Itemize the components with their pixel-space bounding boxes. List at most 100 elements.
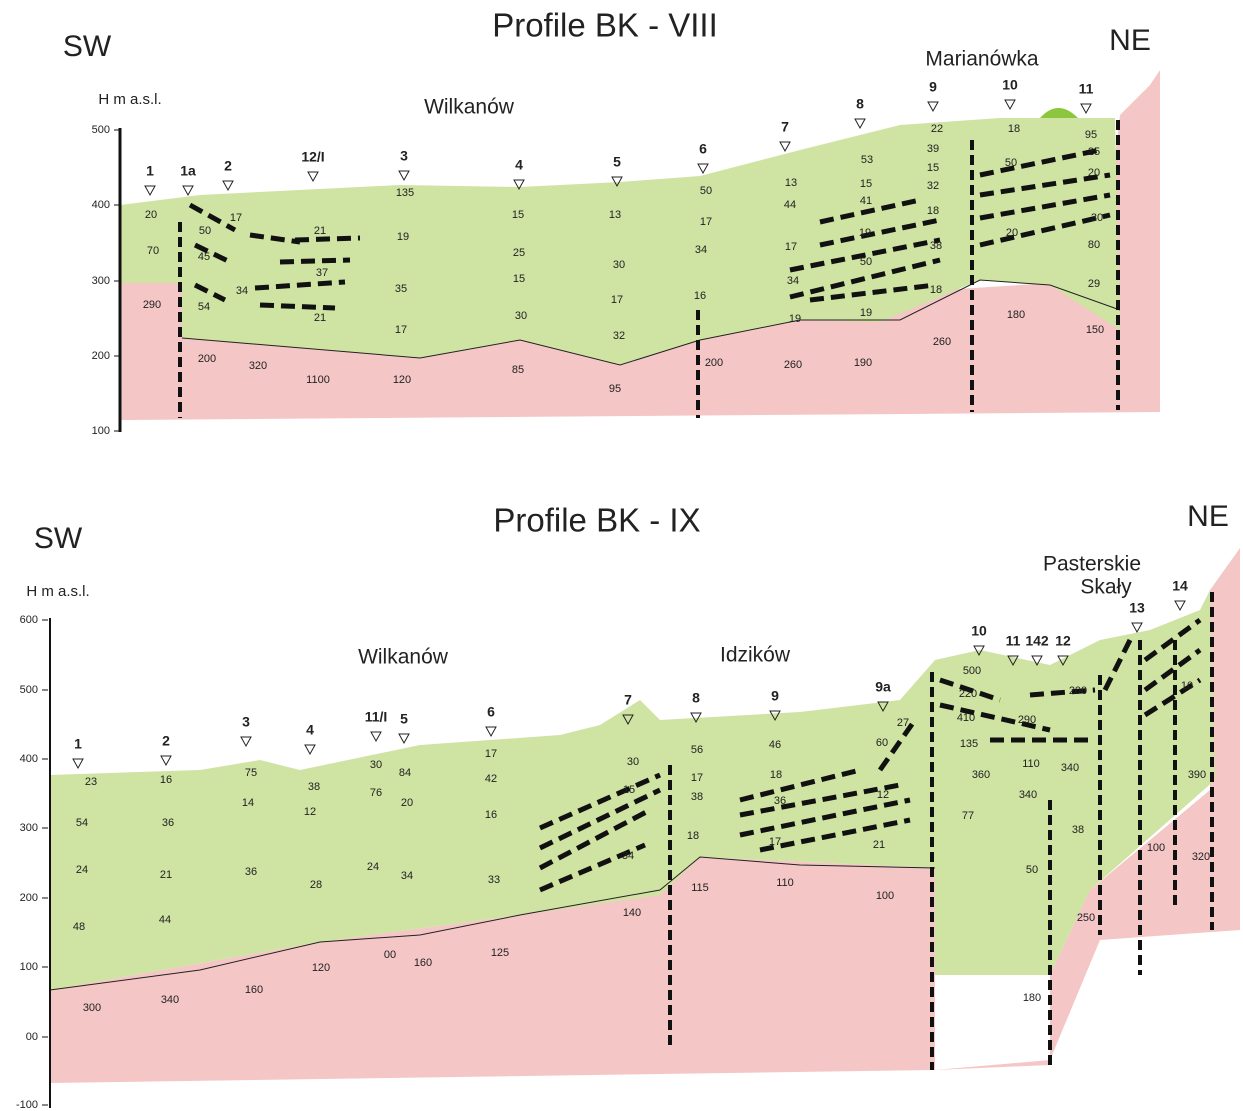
resistivity-label: 15	[860, 178, 872, 190]
resistivity-label: 290	[1018, 714, 1036, 726]
station-label: 11/I	[365, 709, 388, 725]
resistivity-label: 32	[613, 330, 625, 342]
resistivity-label: 19	[860, 307, 872, 319]
resistivity-label: 15	[623, 784, 635, 796]
resistivity-label: 16	[694, 290, 706, 302]
resistivity-label: 84	[399, 767, 411, 779]
place-name: Idzików	[720, 644, 791, 667]
station-marker	[1175, 601, 1185, 610]
resistivity-label: 36	[245, 866, 257, 878]
sw-label: SW	[34, 522, 83, 555]
y-tick-label: 300	[92, 275, 110, 287]
resistivity-label: 32	[927, 180, 939, 192]
resistivity-label: 200	[1069, 685, 1087, 697]
resistivity-label: 16	[485, 809, 497, 821]
resistivity-label: 56	[691, 744, 703, 756]
resistivity-label: 30	[515, 310, 527, 322]
station-label: 7	[781, 119, 789, 135]
y-tick-label: 500	[92, 124, 110, 136]
resistivity-label: 12	[304, 806, 316, 818]
resistivity-label: 140	[623, 907, 641, 919]
resistivity-label: 17	[395, 324, 407, 336]
resistivity-label: 34	[236, 285, 248, 297]
resistivity-label: 14	[242, 797, 254, 809]
resistivity-label: 17	[485, 748, 497, 760]
station-label: 13	[1129, 600, 1145, 616]
resistivity-label: 15	[512, 209, 524, 221]
resistivity-label: 360	[972, 769, 990, 781]
station-marker	[305, 745, 315, 754]
resistivity-label: 45	[198, 251, 210, 263]
profile-title: Profile BK - VIII	[492, 7, 718, 44]
resistivity-label: 39	[927, 143, 939, 155]
station-label: 10	[1002, 77, 1018, 93]
resistivity-label: 21	[314, 225, 326, 237]
resistivity-label: 53	[861, 154, 873, 166]
resistivity-label: 77	[962, 810, 974, 822]
y-tick-label: 100	[20, 961, 38, 973]
resistivity-label: 60	[876, 737, 888, 749]
resistivity-label: 35	[395, 283, 407, 295]
station-label: 6	[487, 704, 495, 720]
resistivity-label: 21	[873, 839, 885, 851]
station-label: 5	[400, 711, 408, 727]
resistivity-label: 30	[627, 756, 639, 768]
station-label: 2	[162, 733, 170, 749]
resistivity-label: 38	[930, 240, 942, 252]
resistivity-label: 320	[249, 360, 267, 372]
resistivity-label: 28	[310, 879, 322, 891]
resistivity-label: 19	[397, 231, 409, 243]
station-marker	[145, 186, 155, 195]
resistivity-label: 30	[613, 259, 625, 271]
station-marker	[73, 759, 83, 768]
resistivity-label: 19	[859, 227, 871, 239]
station-label: 4	[306, 722, 314, 738]
resistivity-label: 17	[230, 212, 242, 224]
resistivity-label: 34	[401, 870, 413, 882]
resistivity-label: 20	[145, 209, 157, 221]
resistivity-label: 16	[160, 774, 172, 786]
station-marker	[308, 172, 318, 181]
station-label: 12/I	[301, 149, 324, 165]
resistivity-label: 120	[393, 374, 411, 386]
resistivity-label: 19	[789, 313, 801, 325]
resistivity-label: 125	[491, 947, 509, 959]
station-label: 3	[242, 714, 250, 730]
station-label: 1	[74, 736, 82, 752]
resistivity-label: 36	[162, 817, 174, 829]
resistivity-label: 17	[611, 294, 623, 306]
y-tick-label: 200	[20, 892, 38, 904]
place-name: Wilkanów	[358, 646, 449, 669]
station-label: 142	[1025, 633, 1049, 649]
resistivity-label: 17	[769, 836, 781, 848]
resistivity-label: 95	[609, 383, 621, 395]
resistivity-label: 190	[854, 357, 872, 369]
resistivity-label: 340	[1061, 762, 1079, 774]
resistivity-label: 34	[787, 275, 799, 287]
cross-sections: Profile BK - VIIISWNEH m a.s.l.Marianówk…	[0, 0, 1243, 1111]
resistivity-label: 24	[367, 861, 379, 873]
resistivity-label: 320	[1192, 851, 1210, 863]
station-label: 3	[400, 148, 408, 164]
resistivity-label: 54	[76, 817, 88, 829]
station-label: 14	[1172, 578, 1188, 594]
place-name: Pasterskie	[1043, 553, 1141, 576]
resistivity-label: 46	[769, 739, 781, 751]
resistivity-label: 48	[73, 921, 85, 933]
resistivity-label: 115	[691, 882, 709, 894]
resistivity-label: 15	[927, 162, 939, 174]
resistivity-label: 100	[876, 890, 894, 902]
resistivity-label: 110	[1022, 758, 1040, 770]
resistivity-label: 80	[1088, 239, 1100, 251]
resistivity-label: 12	[877, 789, 889, 801]
ne-label: NE	[1187, 500, 1229, 533]
station-label: 11	[1079, 81, 1094, 97]
resistivity-label: 50	[1005, 157, 1017, 169]
resistivity-label: 18	[930, 284, 942, 296]
resistivity-label: 38	[1072, 824, 1084, 836]
resistivity-label: 17	[700, 216, 712, 228]
profile-viii-layers	[120, 70, 1160, 432]
resistivity-label: 18	[687, 830, 699, 842]
resistivity-label: 70	[147, 245, 159, 257]
station-label: 9	[929, 79, 937, 95]
